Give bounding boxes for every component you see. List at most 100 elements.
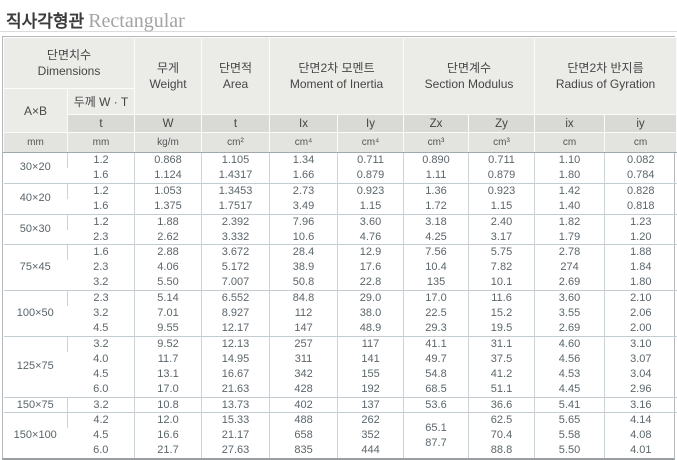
table-cell: 1.40 — [534, 198, 605, 215]
table-row: 4.5 13.1 16.67 342 155 54.8 41.2 4.53 3.04 — [4, 366, 677, 382]
table-cell: 50.8 — [269, 275, 338, 291]
table-cell: 1.124 — [134, 167, 202, 184]
table-cell: 2.392 — [201, 213, 270, 230]
table-cell: 38.0 — [337, 306, 404, 321]
table-cell: 1.72 — [403, 198, 469, 215]
table-cell: 192 — [337, 381, 404, 397]
table-cell: 3.49 — [269, 198, 338, 215]
table-cell: 12.13 — [201, 335, 270, 352]
header-row-symbols: t W t Ix Iy Zx Zy ix iy — [4, 114, 677, 133]
table-cell: 5.75 — [468, 244, 535, 261]
title-korean: 직사각형관 — [6, 12, 85, 31]
table-cell: 1.23 — [604, 213, 677, 230]
table-cell: 5.14 — [134, 290, 202, 307]
table-cell: 2.88 — [134, 244, 202, 261]
table-cell: 5.58 — [534, 428, 605, 444]
table-cell: 48.9 — [337, 320, 404, 337]
header-dimensions-en: Dimensions — [37, 64, 101, 78]
table-cell: 4.0 — [93, 352, 109, 365]
table-cell: 4.53 — [534, 366, 605, 382]
table-cell: 3.17 — [468, 229, 535, 245]
table-cell: 4.06 — [134, 260, 202, 276]
table-cell: 21.63 — [201, 381, 270, 397]
table-cell: 1.82 — [534, 213, 605, 230]
table-cell: 1.66 — [269, 167, 338, 184]
table-cell: 1.10 — [534, 151, 605, 168]
table-cell: 31.1 — [468, 335, 535, 352]
table-cell: 17.0 — [134, 381, 202, 397]
size-label: 30×20 — [3, 152, 68, 184]
table-cell: 1.34 — [269, 151, 338, 168]
table-cell: 3.2 — [66, 335, 135, 352]
table-cell: 2.3 — [66, 290, 135, 307]
table-cell: 7.007 — [201, 275, 270, 291]
table-cell: 3.332 — [201, 229, 270, 245]
table-cell: 22.5 — [403, 306, 469, 321]
table-cell: 19.5 — [468, 320, 535, 337]
table-cell: 7.82 — [468, 260, 535, 276]
size-label: 75×45 — [3, 244, 68, 291]
table-cell: 3.16 — [604, 396, 677, 413]
unit-ix: cm⁴ — [269, 132, 339, 153]
table-cell: 0.890 — [403, 151, 469, 168]
table-cell: 1.20 — [604, 229, 677, 245]
table-cell: 13.73 — [201, 396, 270, 413]
table-cell: 4.25 — [403, 229, 469, 245]
table-cell: 5.172 — [201, 260, 270, 276]
table-cell: 2.3 — [93, 230, 109, 243]
table-row: 3.2 7.01 8.927 112 38.0 22.5 15.2 3.55 2.06 — [4, 306, 677, 321]
table-cell: 11.7 — [134, 351, 202, 367]
table-cell: 1.88 — [134, 213, 202, 230]
table-row: 75×45 1.6 2.88 3.672 28.4 12.9 7.56 5.75 2.78 1.8… — [3, 244, 677, 291]
table-cell: 7.56 — [403, 244, 469, 261]
table-cell: 0.711 — [337, 151, 404, 168]
table-row: 100×50 2.3 5.14 6.552 84.8 29.0 17.0 11.6 3.60 2.… — [3, 290, 677, 337]
table-cell: 117 — [337, 335, 404, 352]
table-cell: 1.88 — [604, 244, 677, 261]
table-cell: 41.1 — [403, 335, 469, 352]
table-cell: 53.6 — [403, 396, 469, 413]
table-cell: 4.56 — [534, 351, 605, 367]
unit-ry: cm — [604, 132, 677, 153]
table-cell: 84.8 — [269, 290, 338, 307]
table-cell: 21.17 — [201, 428, 270, 444]
table-cell: 2.62 — [134, 229, 202, 245]
table-cell: 0.879 — [337, 167, 404, 184]
table-cell: 4.08 — [604, 428, 677, 444]
table-cell: 88.8 — [468, 443, 535, 459]
table-cell: 2.3 — [93, 261, 109, 274]
table-cell: 1.6 — [66, 244, 135, 261]
table-cell: 3.07 — [604, 351, 677, 367]
unit-area: cm² — [201, 132, 271, 153]
table-cell: 3.2 — [93, 307, 109, 320]
header-sym-w: W — [134, 114, 203, 133]
header-moi-kr: 단면2차 모멘트 — [298, 61, 375, 75]
table-cell: 17.0 — [403, 290, 469, 307]
table-cell: 3.55 — [534, 306, 605, 321]
page-title: 직사각형관 Rectangular — [0, 0, 677, 32]
table-row: 4.5 16.6 21.17 658 352 70.4 5.58 4.08 — [4, 428, 677, 444]
header-moment-of-inertia: 단면2차 모멘트 Moment of Inertia — [269, 37, 405, 115]
unit-rx: cm — [534, 132, 606, 153]
table-cell: 5.41 — [534, 396, 605, 413]
table-cell: 155 — [337, 366, 404, 382]
table-cell: 2.78 — [534, 244, 605, 261]
table-cell: 7.96 — [269, 213, 338, 230]
table-cell: 14.95 — [201, 351, 270, 367]
table-cell: 38.9 — [269, 260, 338, 276]
spec-table-body: 30×20 1.2 0.868 1.105 1.34 0.711 0.890 0.711 1.1… — [3, 151, 677, 459]
table-cell: 12.9 — [337, 244, 404, 261]
table-cell: 17.6 — [337, 260, 404, 276]
table-cell: 0.711 — [468, 151, 535, 168]
header-sym-iy: Iy — [337, 114, 405, 133]
table-cell: 1.375 — [134, 198, 202, 215]
table-cell: 1.3453 — [201, 182, 270, 199]
table-cell: 5.50 — [534, 443, 605, 459]
table-cell: 4.5 — [93, 429, 109, 442]
header-area-en: Area — [222, 77, 249, 91]
header-rog-en: Radius of Gyration — [555, 77, 656, 91]
spec-table-header: 단면치수 Dimensions 무게 Weight 단면적 Area 단면2차 … — [2, 37, 677, 153]
header-sm-en: Section Modulus — [424, 77, 514, 91]
size-label: 125×75 — [3, 335, 68, 397]
